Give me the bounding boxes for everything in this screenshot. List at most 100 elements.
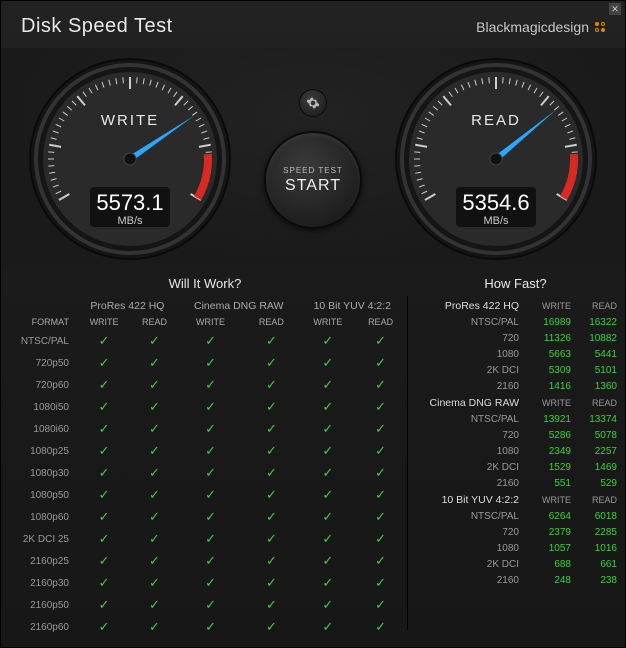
close-icon[interactable]: ✕ (609, 3, 621, 15)
settings-button[interactable] (299, 89, 327, 117)
table-row: 108010571016 (410, 540, 621, 556)
fast-read-value: 5078 (575, 427, 621, 443)
check-cell: ✓ (178, 330, 243, 352)
fast-read-value: 529 (575, 475, 621, 491)
check-icon: ✓ (266, 575, 277, 590)
fast-write-value: 13921 (529, 411, 575, 427)
format-label: 2160p50 (5, 594, 77, 616)
fast-read-value: 2285 (575, 524, 621, 540)
brand-logo-icon (595, 22, 605, 32)
check-icon: ✓ (99, 487, 110, 502)
check-cell: ✓ (243, 550, 299, 572)
check-cell: ✓ (356, 418, 405, 440)
check-icon: ✓ (375, 355, 386, 370)
check-icon: ✓ (266, 333, 277, 348)
fast-read-value: 2257 (575, 443, 621, 459)
check-icon: ✓ (266, 597, 277, 612)
codec-header: Cinema DNG RAW (178, 297, 300, 314)
check-icon: ✓ (375, 333, 386, 348)
check-icon: ✓ (375, 399, 386, 414)
check-icon: ✓ (266, 619, 277, 634)
table-row: 2K DCI53095101 (410, 362, 621, 378)
check-icon: ✓ (205, 399, 216, 414)
check-icon: ✓ (205, 487, 216, 502)
format-label: NTSC/PAL (5, 330, 77, 352)
check-icon: ✓ (205, 553, 216, 568)
check-cell: ✓ (77, 506, 131, 528)
check-cell: ✓ (131, 484, 178, 506)
fast-row-label: 2K DCI (410, 556, 529, 572)
fast-read-value: 10882 (575, 330, 621, 346)
fast-read-value: 1360 (575, 378, 621, 394)
check-icon: ✓ (266, 377, 277, 392)
check-cell: ✓ (300, 506, 357, 528)
check-cell: ✓ (243, 330, 299, 352)
fast-row-label: 1080 (410, 443, 529, 459)
check-cell: ✓ (77, 374, 131, 396)
check-icon: ✓ (322, 333, 333, 348)
format-label: 1080i60 (5, 418, 77, 440)
check-cell: ✓ (356, 484, 405, 506)
check-icon: ✓ (99, 619, 110, 634)
check-icon: ✓ (322, 597, 333, 612)
format-label: 1080p50 (5, 484, 77, 506)
check-icon: ✓ (149, 531, 160, 546)
check-icon: ✓ (322, 487, 333, 502)
check-cell: ✓ (356, 528, 405, 550)
table-row: 1080p60✓✓✓✓✓✓ (5, 506, 405, 528)
check-icon: ✓ (322, 355, 333, 370)
table-row: 1080p30✓✓✓✓✓✓ (5, 462, 405, 484)
titlebar: Disk Speed Test Blackmagicdesign (1, 1, 625, 48)
fast-row-label: NTSC/PAL (410, 411, 529, 427)
check-icon: ✓ (99, 355, 110, 370)
check-icon: ✓ (266, 465, 277, 480)
check-icon: ✓ (149, 597, 160, 612)
check-cell: ✓ (178, 440, 243, 462)
check-cell: ✓ (77, 550, 131, 572)
check-icon: ✓ (99, 333, 110, 348)
divider (407, 296, 408, 630)
check-icon: ✓ (149, 509, 160, 524)
check-icon: ✓ (375, 421, 386, 436)
start-button[interactable]: SPEED TEST START (264, 131, 362, 229)
check-icon: ✓ (205, 619, 216, 634)
fast-read-value: 16322 (575, 314, 621, 330)
check-icon: ✓ (205, 355, 216, 370)
check-icon: ✓ (266, 553, 277, 568)
table-row: 2160p30✓✓✓✓✓✓ (5, 572, 405, 594)
table-row: 2K DCI 25✓✓✓✓✓✓ (5, 528, 405, 550)
check-cell: ✓ (131, 330, 178, 352)
check-icon: ✓ (99, 443, 110, 458)
fast-read-value: 1469 (575, 459, 621, 475)
check-icon: ✓ (322, 531, 333, 546)
check-cell: ✓ (300, 462, 357, 484)
check-icon: ✓ (205, 421, 216, 436)
fast-write-value: 16989 (529, 314, 575, 330)
write-gauge: WRITE 5573.1 MB/s (25, 54, 235, 264)
check-icon: ✓ (322, 575, 333, 590)
fast-row-label: 2160 (410, 475, 529, 491)
check-icon: ✓ (375, 509, 386, 524)
read-gauge: READ 5354.6 MB/s (391, 54, 601, 264)
check-icon: ✓ (266, 399, 277, 414)
check-cell: ✓ (356, 352, 405, 374)
format-label: 2160p60 (5, 616, 77, 638)
check-icon: ✓ (375, 553, 386, 568)
check-cell: ✓ (300, 616, 357, 638)
fast-row-label: 1080 (410, 540, 529, 556)
format-label: 720p50 (5, 352, 77, 374)
fast-row-label: 720 (410, 427, 529, 443)
check-cell: ✓ (300, 374, 357, 396)
check-cell: ✓ (243, 572, 299, 594)
table-row: 216014161360 (410, 378, 621, 394)
check-icon: ✓ (322, 399, 333, 414)
check-icon: ✓ (375, 575, 386, 590)
format-label: 1080p30 (5, 462, 77, 484)
check-icon: ✓ (149, 553, 160, 568)
check-icon: ✓ (322, 377, 333, 392)
check-cell: ✓ (178, 484, 243, 506)
format-label: 2160p30 (5, 572, 77, 594)
check-cell: ✓ (356, 550, 405, 572)
check-icon: ✓ (149, 443, 160, 458)
check-icon: ✓ (149, 421, 160, 436)
